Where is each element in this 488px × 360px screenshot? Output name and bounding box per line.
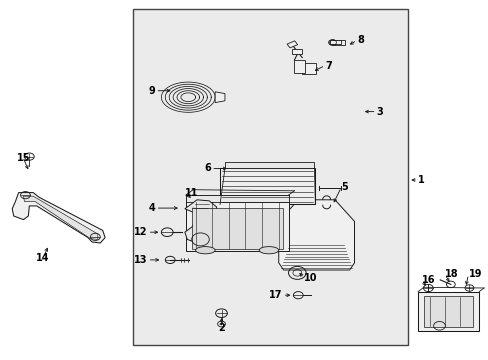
Text: 13: 13 bbox=[134, 255, 147, 265]
Bar bbox=[220, 168, 315, 204]
Bar bbox=[423, 296, 472, 327]
Text: 7: 7 bbox=[325, 60, 331, 71]
Text: 18: 18 bbox=[444, 269, 458, 279]
Text: 14: 14 bbox=[36, 253, 50, 264]
Bar bbox=[286, 41, 297, 48]
Polygon shape bbox=[215, 92, 224, 103]
Text: 9: 9 bbox=[148, 86, 155, 96]
Text: 6: 6 bbox=[204, 163, 211, 174]
Text: 11: 11 bbox=[184, 188, 198, 198]
Polygon shape bbox=[23, 196, 98, 239]
Bar bbox=[294, 60, 305, 73]
Text: 4: 4 bbox=[148, 203, 155, 213]
Text: 1: 1 bbox=[417, 175, 424, 185]
Bar bbox=[224, 162, 314, 168]
Text: 3: 3 bbox=[376, 107, 383, 117]
Text: 12: 12 bbox=[134, 227, 147, 237]
Text: 15: 15 bbox=[17, 153, 30, 163]
Text: 8: 8 bbox=[356, 35, 363, 45]
Text: 10: 10 bbox=[304, 273, 317, 283]
Polygon shape bbox=[278, 200, 354, 270]
Polygon shape bbox=[254, 216, 278, 234]
Bar bbox=[133, 9, 407, 345]
Text: 16: 16 bbox=[421, 275, 434, 285]
Bar bbox=[292, 49, 302, 54]
Bar bbox=[185, 195, 288, 251]
Polygon shape bbox=[184, 200, 216, 243]
Ellipse shape bbox=[259, 247, 278, 254]
Polygon shape bbox=[12, 193, 105, 243]
Text: 2: 2 bbox=[218, 323, 224, 333]
Bar bbox=[191, 208, 282, 249]
Bar bbox=[329, 40, 340, 44]
Ellipse shape bbox=[195, 247, 215, 254]
Text: 5: 5 bbox=[341, 182, 347, 192]
Text: 19: 19 bbox=[468, 269, 481, 279]
Bar bbox=[302, 63, 315, 74]
Bar bbox=[185, 195, 288, 202]
Bar bbox=[417, 292, 478, 331]
Bar bbox=[332, 40, 344, 45]
Text: 17: 17 bbox=[268, 290, 282, 300]
